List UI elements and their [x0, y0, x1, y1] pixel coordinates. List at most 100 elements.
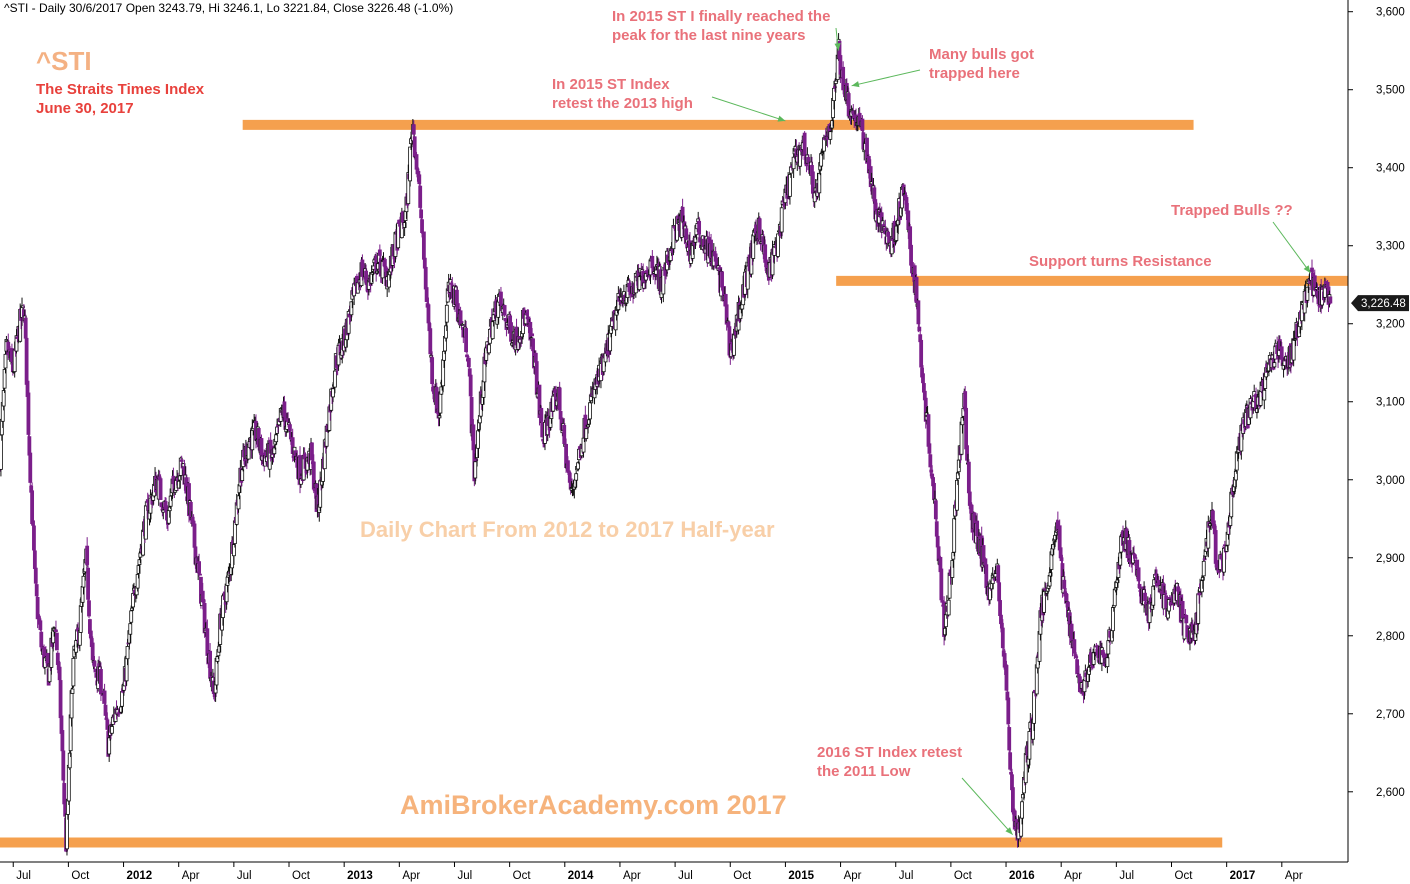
x-tick-label: Apr [623, 870, 641, 882]
candle-body [2, 369, 7, 389]
y-tick-label: 3,200 [1376, 319, 1405, 331]
candle-body [70, 688, 75, 694]
candle-body [562, 425, 567, 445]
candle-body [929, 469, 934, 473]
candle-body [474, 459, 479, 461]
candle-body [88, 630, 93, 639]
note-trapped-bulls: Trapped Bulls ?? [1171, 202, 1293, 219]
chart-subtitle-line-2: June 30, 2017 [36, 100, 134, 117]
candle-body [998, 600, 1002, 617]
x-tick-label: Apr [1064, 870, 1082, 882]
candle-body [125, 646, 130, 660]
candle-body [54, 629, 58, 632]
candle-body [1197, 593, 1202, 596]
candle-body [1069, 623, 1074, 642]
candle-body [1004, 665, 1009, 691]
annotation-arrowhead [1005, 827, 1013, 835]
annotation-arrow [961, 777, 1014, 836]
candle-body [443, 325, 448, 339]
candle-body [66, 764, 71, 802]
candle-body [1184, 615, 1189, 624]
candle-body [1087, 667, 1091, 675]
candle-body [449, 282, 454, 285]
candle-body [81, 575, 86, 588]
candle-body [1115, 579, 1120, 584]
x-tick-label: Apr [844, 870, 862, 882]
candle-body [1156, 579, 1161, 587]
candle-body [992, 578, 997, 581]
candle-body [1074, 656, 1079, 658]
x-tick-label: Oct [1175, 870, 1194, 882]
candle-body [1118, 552, 1123, 566]
x-tick-label: 2017 [1230, 870, 1256, 882]
last-price-label: 3,226.48 [1361, 298, 1406, 310]
candle-body [28, 452, 33, 483]
candle-body [1163, 592, 1168, 595]
candle-body [107, 737, 112, 755]
x-tick-label: Oct [513, 870, 532, 882]
watermark-site: AmiBrokerAcademy.com 2017 [400, 790, 787, 820]
y-axis: 2,600 2,700 2,800 2,900 3,000 3,100 3,200 3,300… [1347, 0, 1405, 862]
note-retest-high-line-1: In 2015 ST Index [552, 76, 670, 93]
note-retest-low-line-2: the 2011 Low [817, 763, 911, 780]
candle-body [460, 323, 465, 326]
candle-body [364, 270, 368, 283]
candle-body [1200, 577, 1205, 581]
candle-body [584, 428, 589, 439]
candle-body [951, 552, 956, 560]
note-trapped-line-2: trapped here [929, 65, 1020, 82]
x-tick-label: Jul [237, 870, 252, 882]
candle-body [23, 317, 28, 339]
candle-body [502, 305, 507, 316]
x-tick-label: Jul [1119, 870, 1134, 882]
candle-body [288, 424, 292, 431]
candle-body [802, 132, 807, 157]
candle-body [223, 602, 228, 605]
candle-body [464, 328, 468, 353]
candle-body [375, 270, 379, 274]
candle-body [3, 353, 8, 369]
candle-body [87, 600, 91, 617]
annotation-arrowhead [1303, 265, 1311, 274]
candle-body [332, 370, 337, 388]
x-tick-label: 2014 [568, 870, 594, 882]
candle-body [943, 627, 947, 636]
last-price-tag-shape [1351, 295, 1409, 312]
candle-body [438, 391, 443, 414]
candle-body [647, 275, 652, 278]
y-tick-label: 2,600 [1376, 787, 1405, 799]
x-tick-label: Apr [182, 870, 200, 882]
candle-body [417, 174, 422, 185]
candle-body [465, 354, 469, 358]
candle-body [830, 120, 835, 129]
candle-body [1310, 267, 1314, 273]
candle-body [587, 419, 591, 425]
candle-body [490, 321, 495, 340]
candle-body [1233, 470, 1238, 481]
x-tick-label: Oct [292, 870, 311, 882]
candle-body [217, 645, 222, 653]
candle-body [198, 573, 202, 576]
candle-body [860, 118, 865, 132]
candle-body [85, 545, 90, 565]
candle-body [996, 565, 1001, 583]
candle-body [215, 656, 220, 662]
candle-body [129, 610, 134, 623]
candle-body [31, 520, 35, 526]
candle-body [1262, 389, 1267, 401]
candle-body [1224, 545, 1229, 552]
candle-body [1048, 572, 1053, 577]
candle-body [34, 584, 39, 597]
candle-body [136, 565, 141, 574]
y-tick-label: 2,900 [1376, 553, 1405, 565]
candle-body [179, 459, 184, 462]
candle-body [1272, 362, 1277, 368]
candle-body [119, 706, 124, 713]
candle-body [408, 146, 413, 182]
candle-body [5, 340, 10, 343]
chart-header: ^STI - Daily 30/6/2017 Open 3243.79, Hi … [4, 1, 453, 15]
candle-body [757, 218, 762, 240]
y-tick-label: 2,700 [1376, 709, 1405, 721]
candle-body [430, 357, 435, 385]
